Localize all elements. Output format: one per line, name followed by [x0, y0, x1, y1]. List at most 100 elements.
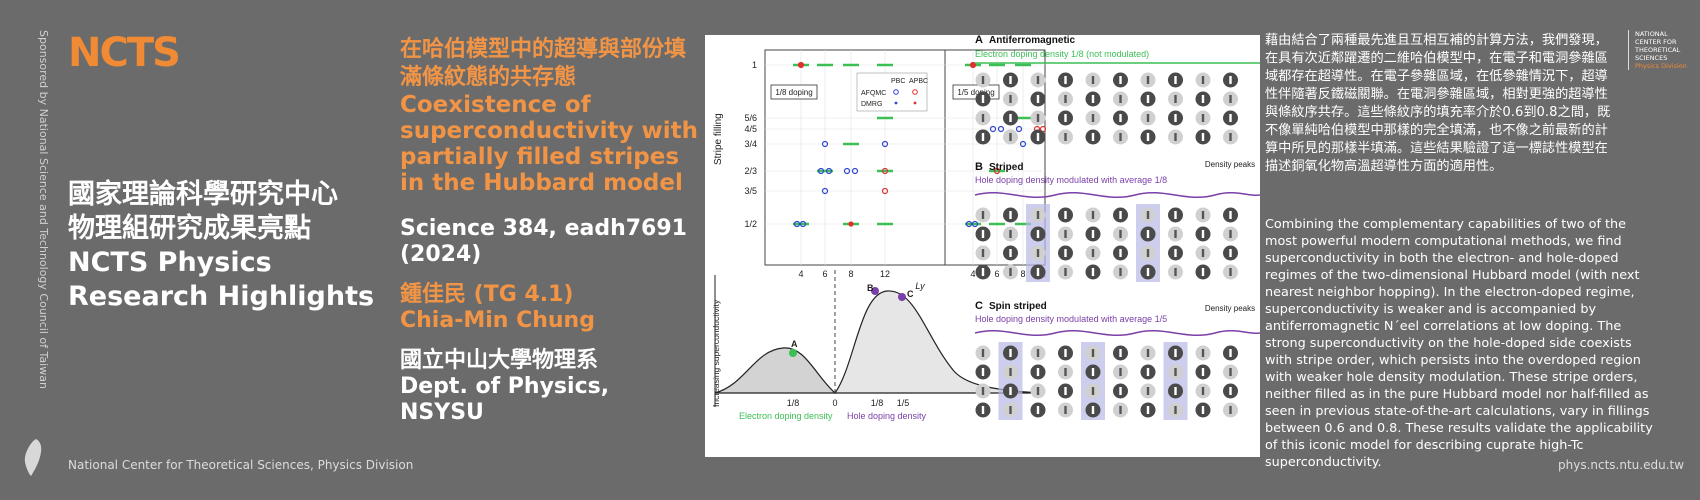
- panel-b-lattice: [975, 204, 1238, 282]
- spin-arrow: [1036, 268, 1040, 276]
- figure-graphic: Stripe filling 1 5/6 4/5 3/4 2/3 3/5 1/2…: [711, 34, 1261, 421]
- spin-arrow: [1009, 133, 1012, 141]
- spin-arrow: [1009, 368, 1012, 376]
- spin-arrow: [1146, 230, 1150, 238]
- panel-b-letter: B: [975, 161, 983, 173]
- spin-arrow: [981, 211, 985, 219]
- page-heading: 國家理論科學研究中心 物理組研究成果亮點 NCTS Physics Resear…: [68, 178, 398, 314]
- ytick-5: 2/3: [744, 166, 757, 176]
- ncts-mini-logo: NATIONAL CENTER FOR THEORETICAL SCIENCES…: [1628, 30, 1687, 70]
- spin-arrow: [1091, 406, 1095, 414]
- spin-arrow: [1229, 114, 1232, 122]
- affiliation: 國立中山大學物理系 Dept. of Physics, NSYSU: [400, 348, 700, 426]
- spin-arrow: [1036, 387, 1040, 395]
- affil-en: Dept. of Physics, NSYSU: [400, 374, 610, 425]
- spin-arrow: [1201, 349, 1205, 357]
- author: 鍾佳民 (TG 4.1) Chia-Min Chung: [400, 282, 700, 334]
- panel-c-peaks: Density peaks: [1205, 304, 1255, 313]
- spin-arrow: [1091, 368, 1095, 376]
- spin-arrow: [1229, 230, 1232, 238]
- panel-a-lattice: [975, 72, 1238, 145]
- spin-arrow: [1146, 133, 1150, 141]
- spin-arrow: [1036, 249, 1040, 257]
- spin-arrow: [1064, 133, 1067, 141]
- spin-arrow: [1174, 76, 1177, 84]
- spin-arrow: [1091, 95, 1095, 103]
- spin-arrow: [1174, 211, 1177, 219]
- chart-xlabel: Ly: [915, 281, 925, 291]
- spin-arrow: [1119, 406, 1122, 414]
- spin-arrow: [1036, 230, 1040, 238]
- legend-apbc: APBC: [909, 78, 928, 85]
- spin-arrow: [1091, 249, 1095, 257]
- spin-arrow: [1229, 133, 1232, 141]
- spin-arrow: [1091, 387, 1095, 395]
- spin-arrow: [1064, 76, 1067, 84]
- spin-arrow: [1036, 95, 1040, 103]
- chart-ylabel: Stripe filling: [713, 113, 724, 165]
- panel-b-sub: Hole doping density modulated with avera…: [975, 175, 1167, 185]
- spin-arrow: [1174, 406, 1177, 414]
- figure-panel: Stripe filling 1 5/6 4/5 3/4 2/3 3/5 1/2…: [705, 34, 1261, 457]
- spin-arrow: [981, 406, 985, 414]
- spin-arrow: [1229, 387, 1232, 395]
- spin-arrow: [1036, 349, 1040, 357]
- spin-arrow: [1146, 76, 1150, 84]
- spin-arrow: [981, 230, 985, 238]
- spin-arrow: [1009, 76, 1012, 84]
- heading-line-2: 物理組研究成果亮點: [68, 213, 311, 244]
- xtick-5: 4: [970, 269, 975, 279]
- dome-point-c: C: [907, 289, 914, 299]
- spin-arrow: [1201, 387, 1205, 395]
- spin-arrow: [1119, 133, 1122, 141]
- spin-arrow: [1064, 387, 1067, 395]
- author-en: Chia-Min Chung: [400, 308, 595, 333]
- spin-arrow: [1119, 211, 1122, 219]
- ytick-1: 1: [752, 60, 757, 70]
- ncts-mini-2: CENTER FOR: [1635, 38, 1677, 46]
- footer-url: phys.ncts.ntu.edu.tw: [1558, 458, 1685, 472]
- spin-arrow: [1119, 114, 1122, 122]
- legend-afqmc: AFQMC: [861, 90, 886, 97]
- dome-ylabel: Increasing superconductivity: [711, 299, 721, 407]
- xtick-3: 8: [848, 269, 853, 279]
- panel-b: B Striped Hole doping density modulated …: [974, 160, 1261, 282]
- spin-arrow: [1064, 268, 1067, 276]
- spin-arrow: [1229, 368, 1232, 376]
- spin-arrow: [1146, 95, 1150, 103]
- dome-tick-1: 1/8: [787, 398, 800, 408]
- dome-hole-label: Hole doping density: [847, 411, 927, 421]
- spin-arrow: [981, 76, 985, 84]
- spin-arrow: [1064, 349, 1067, 357]
- chart-frame-right: [944, 49, 1046, 266]
- spin-arrow: [981, 249, 985, 257]
- spin-arrow: [1174, 249, 1177, 257]
- footer-left: National Center for Theoretical Sciences…: [68, 458, 414, 472]
- spin-arrow: [1201, 406, 1205, 414]
- paper-info: 在哈伯模型中的超導與部份填滿條紋態的共存態 Coexistence of sup…: [400, 36, 700, 426]
- spin-arrow: [1064, 406, 1067, 414]
- spin-arrow: [1064, 249, 1067, 257]
- spin-arrow: [1174, 268, 1177, 276]
- spin-arrow: [1146, 368, 1150, 376]
- legend-pbc: PBC: [891, 78, 905, 85]
- ncts-mini-4: SCIENCES: [1635, 54, 1668, 62]
- spin-arrow: [1174, 230, 1177, 238]
- spin-arrow: [1091, 211, 1095, 219]
- panel-c-letter: C: [975, 300, 983, 312]
- spin-arrow: [1036, 133, 1040, 141]
- xtick-6: 6: [994, 269, 999, 279]
- spin-arrow: [1201, 368, 1205, 376]
- spin-arrow: [1091, 349, 1095, 357]
- spin-arrow: [981, 268, 985, 276]
- title-zh: 在哈伯模型中的超導與部份填滿條紋態的共存態: [400, 37, 687, 90]
- spin-arrow: [1009, 95, 1012, 103]
- ytick-6: 3/5: [744, 186, 757, 196]
- spin-arrow: [1119, 368, 1122, 376]
- spin-arrow: [1119, 268, 1122, 276]
- spin-arrow: [1119, 387, 1122, 395]
- xtick-1: 4: [798, 269, 803, 279]
- spin-arrow: [1146, 211, 1150, 219]
- xtick-2: 6: [822, 269, 827, 279]
- spin-arrow: [1064, 95, 1067, 103]
